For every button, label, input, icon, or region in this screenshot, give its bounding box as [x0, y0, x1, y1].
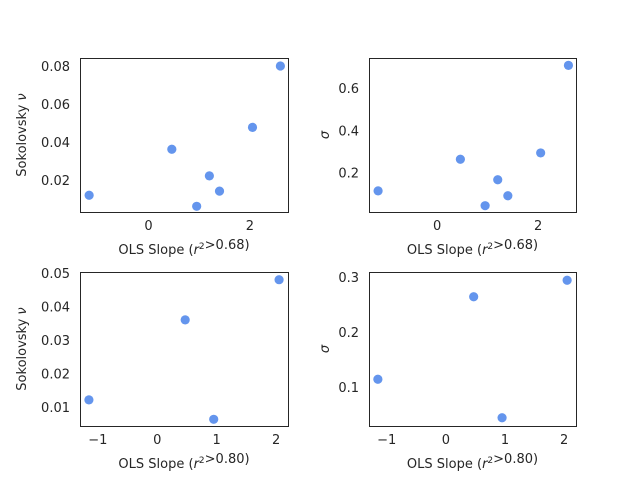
y-tick-label: 0.05 — [41, 267, 70, 282]
data-point — [192, 201, 202, 211]
y-tick-label: 0.03 — [41, 334, 70, 349]
axes-frame — [369, 272, 577, 427]
x-tick-label: 2 — [534, 219, 542, 234]
axes-frame — [80, 58, 289, 213]
data-point — [536, 148, 546, 158]
y-tick-label: 0.2 — [338, 326, 359, 341]
data-point — [562, 275, 572, 285]
x-axis-label: OLS Slope (r2>0.68) — [407, 238, 538, 258]
y-axis-label: σ — [318, 344, 333, 353]
y-axis-label: Sokolovsky ν — [15, 307, 30, 390]
x-axis-label: OLS Slope (r2>0.80) — [407, 452, 538, 472]
data-point — [275, 61, 285, 71]
data-point — [563, 60, 574, 70]
x-tick-label: −1 — [88, 433, 107, 448]
y-tick-label: 0.08 — [41, 60, 70, 75]
data-point — [167, 144, 177, 154]
data-point — [455, 154, 465, 164]
scatter-panel-4: −1 0 1 2 0.1 0.2 0.3 OLS Slope (r2>0.80) σ — [318, 271, 577, 472]
data-point — [503, 191, 513, 201]
axes-frame — [369, 58, 577, 213]
data-point — [204, 171, 214, 181]
x-tick-label: 1 — [213, 433, 221, 448]
scatter-panel-3: −1 0 1 2 0.01 0.02 0.03 0.04 0.05 OLS Slope (r2>0… — [15, 267, 289, 472]
y-tick-label: 0.6 — [338, 82, 359, 97]
scatter-panel-2: 0 2 0.2 0.4 0.6 OLS Slope (r2>0.68) σ — [318, 58, 577, 258]
data-point — [84, 395, 94, 405]
x-tick-label: 0 — [433, 219, 441, 234]
y-tick-label: 0.2 — [338, 166, 359, 181]
data-point — [493, 175, 503, 185]
y-tick-label: 0.01 — [41, 401, 70, 416]
x-tick-label: −1 — [377, 433, 396, 448]
y-tick-label: 0.06 — [41, 98, 70, 113]
y-tick-label: 0.02 — [41, 368, 70, 383]
x-tick-label: 0 — [442, 433, 450, 448]
y-tick-label: 0.4 — [338, 124, 359, 139]
x-tick-label: 1 — [501, 433, 509, 448]
scatter-panel-1: 0 2 0.02 0.04 0.06 0.08 OLS Slope (r2>0.68) Sok… — [15, 58, 289, 258]
y-tick-label: 0.1 — [338, 381, 359, 396]
y-tick-label: 0.04 — [41, 301, 70, 316]
data-point — [247, 122, 258, 132]
x-tick-label: 2 — [560, 433, 568, 448]
data-point — [209, 414, 219, 424]
x-tick-label: 2 — [246, 219, 254, 234]
data-point — [214, 186, 225, 196]
data-point — [373, 186, 383, 196]
x-axis-label: OLS Slope (r2>0.80) — [118, 452, 249, 472]
data-point — [84, 190, 94, 200]
data-point — [480, 201, 490, 211]
y-tick-label: 0.02 — [41, 174, 70, 189]
x-tick-label: 2 — [272, 433, 280, 448]
data-point — [373, 374, 383, 384]
y-axis-label: σ — [318, 130, 333, 139]
data-point — [180, 315, 190, 325]
data-point — [497, 413, 507, 423]
y-tick-label: 0.04 — [41, 136, 70, 151]
axes-frame — [80, 272, 289, 427]
data-point — [274, 275, 284, 285]
y-tick-label: 0.3 — [338, 271, 359, 286]
x-tick-label: 0 — [144, 219, 152, 234]
data-point — [469, 292, 479, 302]
x-tick-label: 0 — [153, 433, 161, 448]
y-axis-label: Sokolovsky ν — [15, 93, 30, 176]
x-axis-label: OLS Slope (r2>0.68) — [118, 238, 249, 258]
